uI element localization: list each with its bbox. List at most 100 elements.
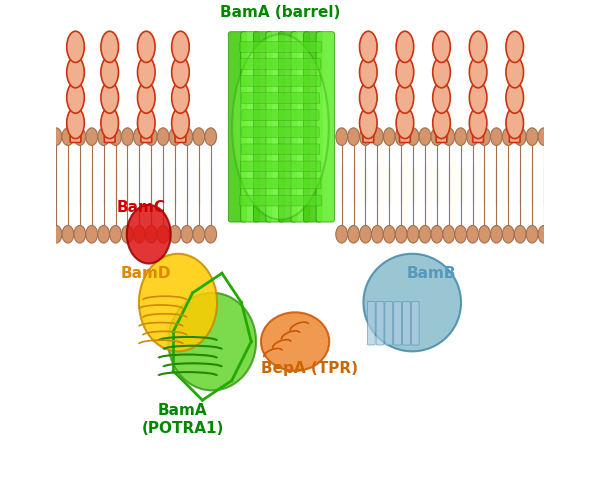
Ellipse shape (419, 128, 431, 145)
FancyBboxPatch shape (394, 302, 401, 345)
Ellipse shape (137, 31, 155, 62)
FancyBboxPatch shape (403, 302, 410, 345)
Ellipse shape (172, 57, 189, 88)
FancyBboxPatch shape (104, 127, 115, 142)
Ellipse shape (145, 225, 157, 243)
Ellipse shape (395, 128, 407, 145)
Ellipse shape (514, 225, 526, 243)
FancyBboxPatch shape (241, 93, 320, 103)
Ellipse shape (431, 225, 443, 243)
Ellipse shape (172, 31, 189, 62)
Ellipse shape (67, 82, 85, 113)
Ellipse shape (348, 128, 359, 145)
Ellipse shape (139, 254, 217, 351)
FancyBboxPatch shape (278, 32, 297, 222)
Ellipse shape (469, 57, 487, 88)
Ellipse shape (50, 128, 62, 145)
Ellipse shape (62, 128, 74, 145)
FancyBboxPatch shape (241, 76, 320, 86)
Text: BepA (TPR): BepA (TPR) (261, 361, 358, 376)
Ellipse shape (469, 31, 487, 62)
Ellipse shape (359, 128, 371, 145)
Ellipse shape (538, 225, 550, 243)
FancyBboxPatch shape (239, 195, 322, 206)
FancyBboxPatch shape (436, 127, 447, 142)
Ellipse shape (371, 225, 383, 243)
FancyBboxPatch shape (411, 302, 419, 345)
Ellipse shape (67, 31, 85, 62)
Ellipse shape (169, 225, 181, 243)
Ellipse shape (469, 82, 487, 113)
Text: BamD: BamD (121, 266, 172, 281)
Ellipse shape (172, 107, 189, 139)
Ellipse shape (232, 34, 329, 220)
Ellipse shape (433, 57, 451, 88)
FancyBboxPatch shape (266, 32, 284, 222)
FancyBboxPatch shape (376, 302, 384, 345)
Ellipse shape (455, 128, 467, 145)
Ellipse shape (181, 225, 193, 243)
Ellipse shape (86, 225, 98, 243)
Ellipse shape (396, 57, 414, 88)
Ellipse shape (122, 128, 133, 145)
Ellipse shape (74, 128, 86, 145)
Ellipse shape (407, 225, 419, 243)
Ellipse shape (101, 82, 118, 113)
Ellipse shape (74, 225, 86, 243)
Ellipse shape (133, 128, 145, 145)
Ellipse shape (127, 205, 170, 264)
Ellipse shape (491, 225, 502, 243)
Ellipse shape (491, 128, 502, 145)
FancyBboxPatch shape (367, 302, 375, 345)
Ellipse shape (98, 128, 109, 145)
Ellipse shape (101, 107, 118, 139)
Ellipse shape (364, 254, 461, 351)
Ellipse shape (371, 128, 383, 145)
Ellipse shape (359, 82, 377, 113)
Ellipse shape (396, 82, 414, 113)
Ellipse shape (137, 57, 155, 88)
FancyBboxPatch shape (175, 127, 186, 142)
Text: BamB: BamB (407, 266, 457, 281)
Ellipse shape (479, 128, 490, 145)
Ellipse shape (359, 107, 377, 139)
Ellipse shape (359, 57, 377, 88)
FancyBboxPatch shape (385, 302, 393, 345)
Ellipse shape (62, 225, 74, 243)
FancyBboxPatch shape (141, 127, 152, 142)
Ellipse shape (67, 57, 85, 88)
Ellipse shape (506, 82, 524, 113)
Ellipse shape (336, 225, 347, 243)
FancyBboxPatch shape (291, 32, 310, 222)
Text: BamA
(POTRA1): BamA (POTRA1) (142, 404, 224, 436)
FancyBboxPatch shape (304, 32, 322, 222)
Ellipse shape (348, 225, 359, 243)
Ellipse shape (145, 128, 157, 145)
Ellipse shape (431, 128, 443, 145)
Ellipse shape (110, 128, 121, 145)
Ellipse shape (205, 225, 217, 243)
FancyBboxPatch shape (400, 127, 410, 142)
Ellipse shape (396, 107, 414, 139)
FancyBboxPatch shape (363, 127, 374, 142)
Ellipse shape (506, 107, 524, 139)
Ellipse shape (443, 128, 455, 145)
Ellipse shape (433, 107, 451, 139)
Ellipse shape (467, 225, 478, 243)
Ellipse shape (396, 31, 414, 62)
Ellipse shape (261, 312, 329, 371)
Ellipse shape (395, 225, 407, 243)
Ellipse shape (50, 225, 62, 243)
Ellipse shape (193, 128, 205, 145)
Ellipse shape (181, 128, 193, 145)
Ellipse shape (101, 31, 118, 62)
Ellipse shape (455, 225, 467, 243)
Ellipse shape (443, 225, 455, 243)
FancyBboxPatch shape (70, 127, 81, 142)
Ellipse shape (407, 128, 419, 145)
Ellipse shape (433, 82, 451, 113)
Ellipse shape (506, 57, 524, 88)
Ellipse shape (137, 82, 155, 113)
Ellipse shape (169, 128, 181, 145)
Ellipse shape (137, 107, 155, 139)
